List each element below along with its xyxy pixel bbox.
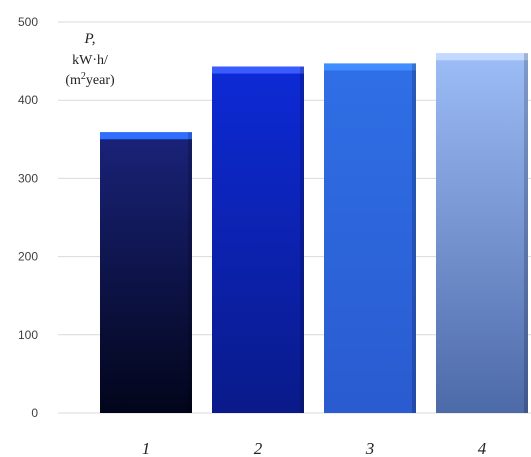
y-tick-label-500: 500 xyxy=(18,15,38,29)
y-axis-label-denominator: (m2year) xyxy=(65,71,115,88)
bar-cap-1 xyxy=(100,132,192,139)
y-axis-ticks: 0 100 200 300 400 500 xyxy=(18,15,38,420)
bar-4 xyxy=(436,53,528,413)
y-tick-label-200: 200 xyxy=(18,250,38,264)
bar-1 xyxy=(100,132,192,413)
y-tick-label-300: 300 xyxy=(18,171,38,185)
bar-cap-4 xyxy=(436,53,528,60)
bar-shade-1 xyxy=(188,132,192,413)
y-tick-label-0: 0 xyxy=(31,406,38,420)
y-tick-label-400: 400 xyxy=(18,93,38,107)
x-tick-label-3: 3 xyxy=(365,439,375,457)
x-tick-label-4: 4 xyxy=(478,439,487,457)
x-axis-categories: 1 2 3 4 xyxy=(142,439,487,457)
x-tick-label-1: 1 xyxy=(142,439,151,457)
bars xyxy=(100,53,528,413)
y-axis-label-unit: kW·h/ xyxy=(72,53,108,68)
x-tick-label-2: 2 xyxy=(254,439,263,457)
y-axis-label-prefix: (m xyxy=(65,73,81,88)
y-axis-label-suffix: year) xyxy=(86,73,115,88)
y-tick-label-100: 100 xyxy=(18,328,38,342)
y-axis-label-symbol: P, xyxy=(84,31,96,47)
bar-shade-3 xyxy=(412,63,416,413)
y-axis-label: P, kW·h/ (m2year) xyxy=(65,31,115,88)
bar-cap-3 xyxy=(324,63,416,70)
bar-3 xyxy=(324,63,416,413)
bar-cap-2 xyxy=(212,67,304,74)
bar-2 xyxy=(212,67,304,413)
bar-shade-2 xyxy=(300,67,304,413)
bar-shade-4 xyxy=(524,53,528,413)
